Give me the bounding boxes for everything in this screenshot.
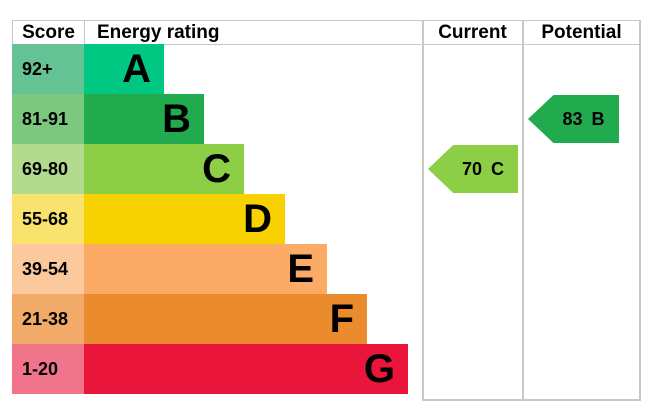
band-row-c: 69-80 C <box>12 144 244 194</box>
score-range-cell: 55-68 <box>12 194 84 244</box>
potential-rating-arrow: 83 B <box>528 95 619 143</box>
score-range-cell: 81-91 <box>12 94 84 144</box>
header-score-cell: Score <box>12 20 85 45</box>
current-rating-band: C <box>491 158 505 179</box>
score-range-cell: 39-54 <box>12 244 84 294</box>
rating-bar-g: G <box>84 344 408 394</box>
rating-letter: C <box>202 147 231 191</box>
potential-rating-value: 83 <box>562 108 583 129</box>
rating-bar-a: A <box>84 44 164 94</box>
header-energy-rating-cell: Energy rating <box>84 20 423 45</box>
score-range-label: 69-80 <box>22 158 69 179</box>
band-row-e: 39-54 E <box>12 244 327 294</box>
band-row-d: 55-68 D <box>12 194 285 244</box>
score-range-label: 1-20 <box>22 358 59 379</box>
band-row-f: 21-38 F <box>12 294 367 344</box>
score-range-cell: 21-38 <box>12 294 84 344</box>
header-energy-rating-label: Energy rating <box>97 21 220 43</box>
rating-bar-c: C <box>84 144 244 194</box>
header-potential-cell: Potential <box>522 20 641 45</box>
score-range-label: 92+ <box>22 58 53 79</box>
rating-letter: A <box>122 47 151 91</box>
score-range-label: 81-91 <box>22 108 69 129</box>
current-potential-divider <box>522 20 524 401</box>
header-current-label: Current <box>438 21 507 43</box>
rating-letter: F <box>329 297 354 341</box>
score-range-cell: 1-20 <box>12 344 84 394</box>
score-range-label: 39-54 <box>22 258 69 279</box>
score-range-cell: 92+ <box>12 44 84 94</box>
score-range-cell: 69-80 <box>12 144 84 194</box>
rating-letter: E <box>287 247 314 291</box>
table-right-border <box>639 20 641 401</box>
rating-letter: D <box>243 197 272 241</box>
current-rating-value: 70 <box>461 158 483 179</box>
current-column-left-divider <box>422 20 424 401</box>
rating-letter: B <box>162 97 191 141</box>
rating-bar-e: E <box>84 244 327 294</box>
score-range-label: 55-68 <box>22 208 69 229</box>
score-range-label: 21-38 <box>22 308 69 329</box>
table-bottom-border <box>422 399 641 401</box>
current-rating-arrow: 70 C <box>428 145 518 193</box>
band-row-g: 1-20 G <box>12 344 408 394</box>
rating-bar-b: B <box>84 94 204 144</box>
band-row-b: 81-91 B <box>12 94 204 144</box>
rating-bar-d: D <box>84 194 285 244</box>
header-potential-label: Potential <box>541 21 622 43</box>
potential-rating-band: B <box>591 108 605 129</box>
rating-letter: G <box>363 347 395 391</box>
header-score-label: Score <box>22 21 75 43</box>
header-current-cell: Current <box>422 20 523 45</box>
rating-bar-f: F <box>84 294 367 344</box>
band-row-a: 92+ A <box>12 44 164 94</box>
